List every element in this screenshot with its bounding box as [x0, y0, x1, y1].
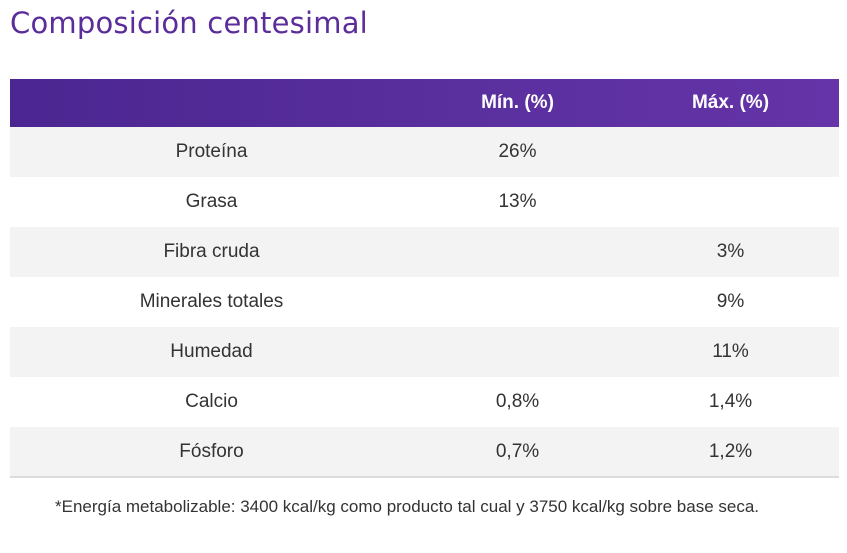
nutrient-name: Fibra cruda	[163, 241, 260, 262]
max-value: 11%	[712, 341, 749, 362]
min-value: 13%	[498, 191, 537, 212]
max-value: 3%	[716, 241, 745, 262]
table-row: Fibra cruda 3%	[10, 227, 839, 277]
min-value	[413, 277, 622, 327]
table-row: Fósforo 0,7% 1,2%	[10, 427, 839, 477]
max-value: 1,2%	[708, 440, 753, 462]
table-row: Humedad 11%	[10, 327, 839, 377]
nutrient-name: Calcio	[185, 391, 238, 412]
nutrient-name: Proteína	[175, 141, 248, 162]
nutrient-name: Fósforo	[179, 440, 244, 462]
header-nutrient	[10, 79, 413, 127]
table-header-row: Mín. (%) Máx. (%)	[10, 79, 839, 127]
nutrient-name: Humedad	[170, 341, 253, 362]
nutrient-name: Minerales totales	[139, 291, 284, 312]
table-row: Minerales totales 9%	[10, 277, 839, 327]
max-value: 9%	[716, 291, 745, 312]
min-value: 26%	[498, 141, 537, 162]
table-row: Calcio 0,8% 1,4%	[10, 377, 839, 427]
max-value: 1,4%	[708, 391, 753, 412]
min-value	[413, 327, 622, 377]
min-value: 0,7%	[495, 440, 540, 462]
max-value	[622, 177, 839, 227]
page-title: Composición centesimal	[10, 6, 368, 40]
header-min: Mín. (%)	[481, 92, 554, 113]
header-max: Máx. (%)	[691, 92, 770, 113]
nutrient-name: Grasa	[185, 191, 238, 212]
composition-table: Mín. (%) Máx. (%) Proteína 26% Grasa 13%…	[10, 79, 839, 478]
table-row: Grasa 13%	[10, 177, 839, 227]
min-value: 0,8%	[495, 391, 540, 412]
min-value	[413, 227, 622, 277]
max-value	[622, 127, 839, 177]
energy-footnote: *Energía metabolizable: 3400 kcal/kg com…	[55, 497, 760, 516]
table-row: Proteína 26%	[10, 127, 839, 177]
